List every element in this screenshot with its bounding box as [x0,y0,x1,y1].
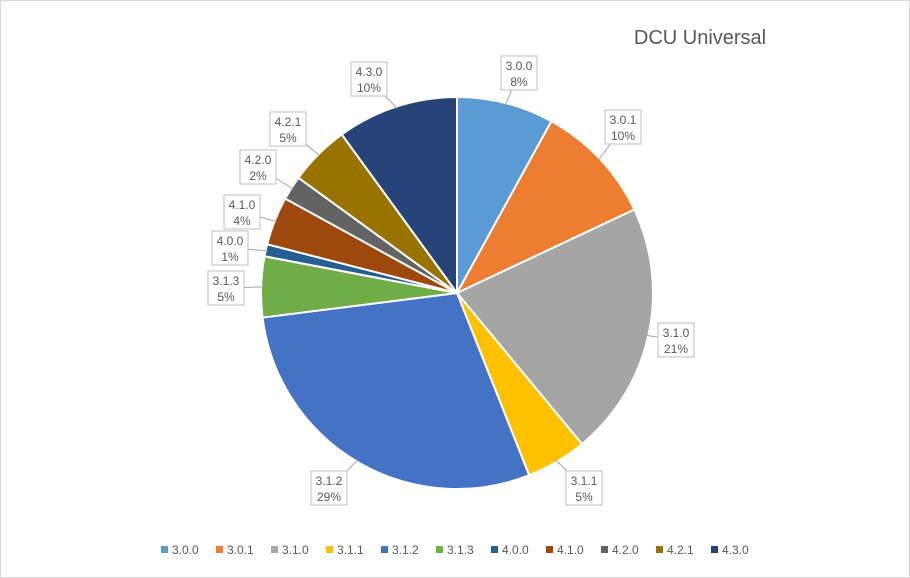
data-label-category-4.1.0: 4.1.0 [229,198,256,212]
data-label-category-4.3.0: 4.3.0 [356,65,383,79]
legend-label-4.2.0: 4.2.0 [612,543,639,557]
data-label-category-3.1.3: 3.1.3 [213,274,240,288]
data-label-box-4.2.0 [239,149,277,185]
pie-slice-4.3.0 [340,95,458,297]
leader-line-4.0.0 [247,248,268,252]
legend-swatch-4.3.0 [711,546,718,553]
pie-slice-3.1.2 [261,291,531,490]
leader-line-3.1.0 [646,334,659,338]
data-label-value-3.1.2: 29% [317,490,341,504]
legend-swatch-4.0.0 [491,546,498,553]
legend-swatch-4.1.0 [546,546,553,553]
legend-label-4.1.0: 4.1.0 [557,543,584,557]
legend-label-3.0.1: 3.0.1 [227,543,254,557]
data-label-category-3.1.0: 3.1.0 [663,326,690,340]
data-label-value-3.0.0: 8% [510,75,528,89]
leader-line-4.2.1 [305,143,321,157]
leader-line-4.2.0 [275,177,294,190]
data-label-value-3.1.1: 5% [575,490,593,504]
data-label-category-3.1.1: 3.1.1 [571,474,598,488]
leader-line-3.0.0 [504,89,513,106]
data-label-category-3.0.1: 3.0.1 [610,113,637,127]
legend-label-3.0.0: 3.0.0 [172,543,199,557]
data-label-value-4.3.0: 10% [357,81,381,95]
data-label-value-3.0.1: 10% [611,129,635,143]
data-label-category-4.0.0: 4.0.0 [217,234,244,248]
leader-line-4.1.0 [259,216,277,223]
data-label-box-3.1.1 [565,470,603,506]
leader-line-3.0.1 [597,143,611,161]
data-label-value-4.2.1: 5% [279,131,297,145]
data-label-box-3.1.0 [657,322,695,358]
data-label-category-4.2.1: 4.2.1 [275,115,302,129]
data-label-box-4.3.0 [350,61,388,97]
legend-swatch-3.1.0 [271,546,278,553]
data-label-box-3.1.3 [207,270,245,306]
data-label-box-4.2.1 [269,111,307,147]
data-label-box-3.0.0 [500,55,538,91]
data-label-box-3.0.1 [604,109,642,145]
data-label-category-3.0.0: 3.0.0 [506,59,533,73]
leader-line-3.1.3 [243,286,264,288]
data-label-category-4.2.0: 4.2.0 [245,153,272,167]
data-label-value-3.1.3: 5% [217,290,235,304]
data-label-value-4.1.0: 4% [233,214,251,228]
legend-label-3.1.1: 3.1.1 [337,543,364,557]
leader-line-3.1.2 [346,459,359,472]
legend-label-4.3.0: 4.3.0 [722,543,749,557]
data-label-box-4.0.0 [211,230,249,266]
data-label-box-4.1.0 [223,194,261,230]
data-label-category-3.1.2: 3.1.2 [316,474,343,488]
legend-label-4.0.0: 4.0.0 [502,543,529,557]
leader-line-4.3.0 [384,95,398,109]
legend-swatch-4.2.0 [601,546,608,553]
chart-title: DCU Universal [634,27,766,49]
legend-swatch-4.2.1 [656,546,663,553]
data-label-box-3.1.2 [310,470,348,506]
legend-swatch-3.1.2 [381,546,388,553]
data-label-value-4.0.0: 1% [221,250,239,264]
legend-swatch-3.0.0 [161,546,168,553]
legend-swatch-3.0.1 [216,546,223,553]
legend-swatch-3.1.3 [436,546,443,553]
legend-label-4.2.1: 4.2.1 [667,543,694,557]
leader-line-3.1.1 [555,459,568,472]
legend-label-3.1.3: 3.1.3 [447,543,474,557]
data-label-value-3.1.0: 21% [664,342,688,356]
data-label-value-4.2.0: 2% [249,169,267,183]
legend-label-3.1.0: 3.1.0 [282,543,309,557]
legend-swatch-3.1.1 [326,546,333,553]
legend-label-3.1.2: 3.1.2 [392,543,419,557]
